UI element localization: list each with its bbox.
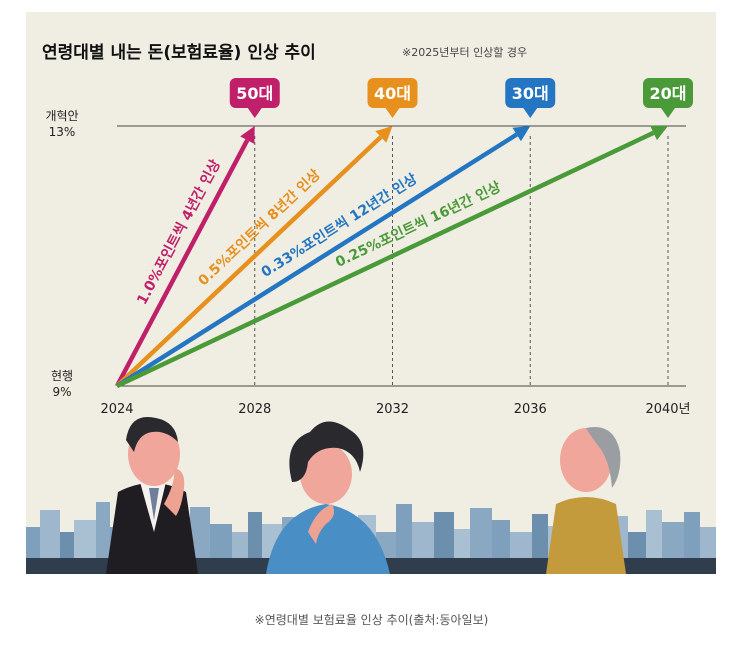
series-rate-label: 0.25%포인트씩 16년간 인상: [333, 178, 504, 271]
x-tick-label: 2036: [514, 402, 547, 417]
y-label-value: 9%: [52, 385, 71, 399]
people-and-skyline-illustration: [26, 416, 716, 574]
y-label-value: 13%: [49, 125, 76, 139]
jacket: [546, 497, 626, 574]
illustration-woman: [266, 421, 390, 574]
series-20대: 0.25%포인트씩 16년간 인상 20대: [116, 78, 693, 389]
series-arrow-line: [116, 130, 655, 389]
chart-subtitle: ※2025년부터 인상할 경우: [402, 46, 527, 59]
x-tick-label: 2032: [376, 402, 409, 417]
chart-title: 연령대별 내는 돈(보험료율) 인상 추이: [42, 42, 316, 63]
skyline-building: [470, 508, 492, 574]
series-arrow-line: [115, 139, 250, 388]
age-badge-label: 30대: [512, 84, 549, 103]
sweater: [266, 504, 390, 574]
arrow-head: [512, 126, 531, 142]
arrow-head: [240, 126, 255, 144]
age-badge-pointer: [523, 108, 538, 118]
y-label-9: 현행 9%: [51, 368, 73, 399]
age-badge-box: [229, 78, 280, 108]
elder-gray-hair: [586, 427, 621, 488]
series-arrow-line: [115, 132, 518, 388]
age-badge-label: 40대: [374, 84, 411, 103]
x-tick-label: 2024: [100, 402, 133, 417]
y-label-name: 현행: [51, 368, 73, 383]
age-badge-pointer: [661, 108, 675, 118]
age-badge: 40대: [367, 78, 418, 118]
age-badge-box: [505, 78, 556, 108]
axes: 개혁안 13% 현행 9% 2024 2028 2032 2036 2040년: [45, 109, 690, 417]
age-badge: 30대: [505, 78, 556, 118]
woman-hand: [308, 504, 334, 544]
y-label-13: 개혁안 13%: [45, 109, 78, 139]
age-badge-label: 20대: [650, 84, 687, 103]
age-badge: 50대: [229, 78, 280, 118]
x-tick-label: 2040년: [645, 402, 690, 417]
age-badge-pointer: [385, 108, 400, 118]
series-arrow-line: [115, 135, 383, 388]
arrow-head: [375, 126, 393, 143]
series-rate-label: 0.5%포인트씩 8년간 인상: [195, 166, 324, 289]
y-label-name: 개혁안: [45, 109, 78, 123]
woman-curly-hair: [289, 421, 364, 482]
age-badge-pointer: [247, 108, 262, 118]
series-40대: 0.5%포인트씩 8년간 인상 40대: [115, 78, 418, 388]
infographic-panel: 연령대별 내는 돈(보험료율) 인상 추이 ※2025년부터 인상할 경우 개혁…: [26, 12, 716, 574]
tie: [149, 488, 159, 520]
chart: 연령대별 내는 돈(보험료율) 인상 추이 ※2025년부터 인상할 경우 개혁…: [26, 42, 716, 574]
man-hair: [126, 416, 178, 452]
age-badge-label: 50대: [236, 84, 273, 103]
man-head: [128, 422, 180, 486]
illustration-man-in-suit: [106, 416, 198, 574]
x-tick-label: 2028: [238, 402, 271, 417]
illustration-older-man: [546, 427, 626, 574]
arrow-head: [650, 125, 668, 141]
source-caption: ※연령대별 보험료율 인상 추이(출처:동아일보): [254, 613, 489, 627]
age-badge: 20대: [643, 78, 693, 118]
skyline-building: [96, 502, 110, 574]
woman-head: [300, 444, 352, 504]
man-hand: [164, 468, 185, 516]
skyline-building: [396, 504, 412, 574]
age-badge-box: [367, 78, 418, 108]
age-badge-box: [643, 78, 693, 108]
